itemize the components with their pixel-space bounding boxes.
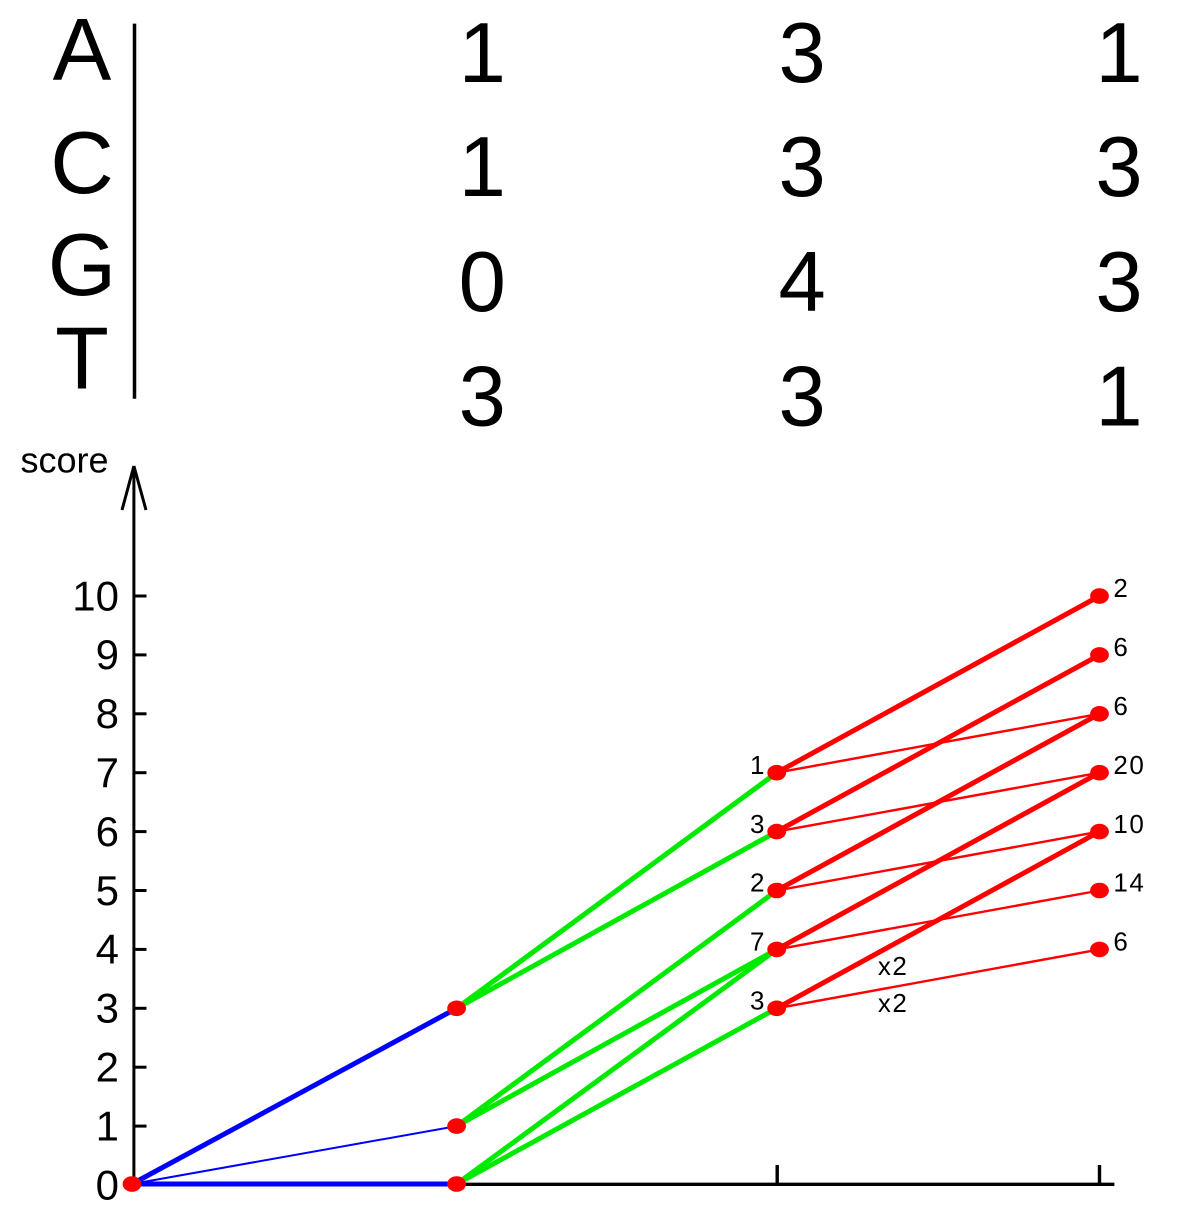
svg-text:3: 3 (1095, 120, 1142, 215)
svg-text:2: 2 (96, 1044, 119, 1091)
svg-text:C: C (50, 113, 114, 212)
svg-text:0: 0 (459, 235, 506, 330)
svg-text:1: 1 (1095, 6, 1142, 101)
svg-text:score: score (21, 440, 109, 481)
svg-text:8: 8 (96, 690, 119, 737)
svg-text:5: 5 (96, 867, 119, 914)
svg-text:3: 3 (459, 349, 506, 444)
svg-text:A: A (53, 0, 112, 99)
svg-text:3: 3 (1095, 235, 1142, 330)
svg-text:2: 2 (750, 868, 764, 898)
svg-text:x2: x2 (878, 988, 908, 1018)
svg-text:14: 14 (1113, 868, 1145, 898)
svg-text:7: 7 (96, 749, 119, 796)
svg-text:1: 1 (1095, 349, 1142, 444)
svg-text:4: 4 (96, 926, 119, 973)
svg-text:4: 4 (778, 235, 825, 330)
svg-text:3: 3 (96, 985, 119, 1032)
svg-text:10: 10 (72, 572, 119, 619)
svg-text:3: 3 (750, 809, 764, 839)
svg-text:1: 1 (750, 750, 764, 780)
svg-text:1: 1 (96, 1102, 119, 1149)
svg-text:T: T (55, 309, 109, 408)
svg-text:3: 3 (778, 120, 825, 215)
svg-text:3: 3 (778, 349, 825, 444)
svg-text:2: 2 (1113, 573, 1127, 603)
svg-text:1: 1 (459, 120, 506, 215)
svg-text:10: 10 (1113, 809, 1145, 839)
svg-text:0: 0 (96, 1161, 119, 1206)
svg-text:x2: x2 (878, 951, 908, 981)
svg-text:3: 3 (750, 986, 764, 1016)
svg-text:6: 6 (1113, 927, 1127, 957)
svg-text:9: 9 (96, 631, 119, 678)
svg-text:1: 1 (459, 6, 506, 101)
svg-text:7: 7 (750, 927, 764, 957)
svg-text:3: 3 (778, 6, 825, 101)
svg-text:6: 6 (1113, 632, 1127, 662)
svg-text:6: 6 (1113, 691, 1127, 721)
svg-text:G: G (48, 215, 116, 314)
svg-text:20: 20 (1113, 750, 1145, 780)
svg-text:6: 6 (96, 808, 119, 855)
